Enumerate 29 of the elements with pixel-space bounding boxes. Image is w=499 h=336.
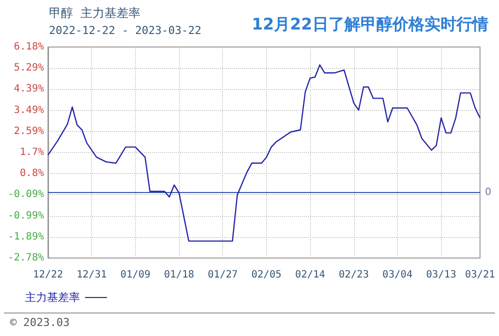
ref-line-label: 0 <box>485 187 492 198</box>
y-tick-label: -2.78% <box>8 252 44 264</box>
x-tick-label: 03/04 <box>382 270 413 280</box>
chart-title: 甲醇 主力基差率 <box>49 6 141 20</box>
x-tick-label: 01/27 <box>208 270 238 280</box>
y-tick-label: -1.89% <box>8 232 44 243</box>
y-tick-label: 1.7% <box>20 147 44 158</box>
line-series <box>47 64 481 242</box>
text: 12月22日了解甲醇价格实时行情 <box>252 14 488 34</box>
y-tick-label: 5.29% <box>14 62 44 74</box>
y-tick-label: 6.18% <box>14 42 44 52</box>
x-tick-label: 02/14 <box>295 270 326 280</box>
text: © 2023.03 <box>10 316 70 329</box>
y-tick-label: 0.8% <box>20 168 44 180</box>
x-tick-label: 12/22 <box>32 270 64 280</box>
y-tick-label: -0.99% <box>8 210 44 222</box>
y-tick-label: 3.49% <box>14 104 44 116</box>
y-tick-label: 2.59% <box>14 126 44 138</box>
x-tick-label: 02/05 <box>251 270 282 280</box>
chart-subtitle: 2022-12-22 - 2023-03-22 <box>49 24 202 37</box>
x-tick-label: 03/21 <box>464 270 496 280</box>
x-tick-label: 03/13 <box>426 270 456 280</box>
x-tick-label: 01/18 <box>164 270 194 280</box>
x-tick-label: 12/31 <box>76 270 107 280</box>
y-tick-label: 4.39% <box>14 84 44 95</box>
y-tick-label: -0.09% <box>8 189 44 200</box>
x-tick-label: 01/09 <box>120 270 150 280</box>
x-tick-label: 02/23 <box>338 270 369 280</box>
legend-label: 主力基差率 <box>25 291 80 304</box>
